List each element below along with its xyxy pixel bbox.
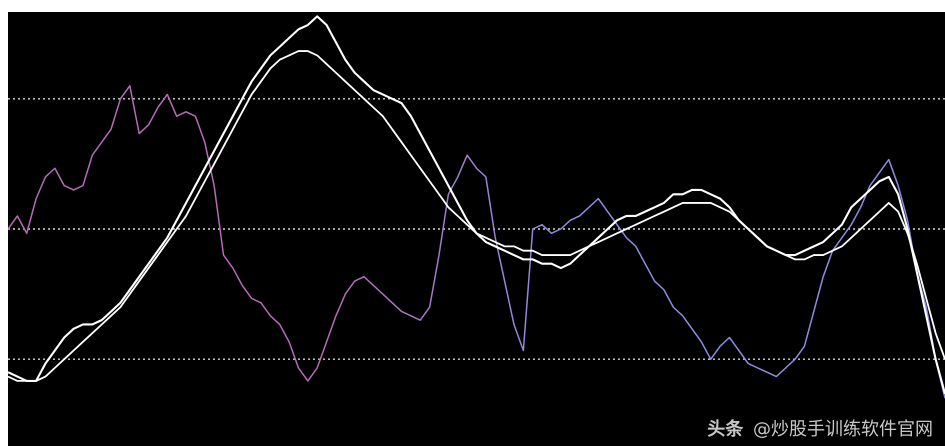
reference-lines [8, 98, 945, 360]
series-line-oscillator [8, 85, 945, 399]
watermark-handle: @炒股手训练软件官网 [753, 419, 933, 440]
series-line-2 [8, 15, 945, 395]
chart-panel: 头条 @炒股手训练软件官网 [8, 12, 945, 446]
series-layer [8, 15, 945, 399]
watermark: 头条 @炒股手训练软件官网 [707, 415, 933, 441]
series-line-3 [8, 50, 945, 382]
watermark-brand: 头条 [707, 419, 744, 440]
oscillator-chart [8, 15, 945, 399]
